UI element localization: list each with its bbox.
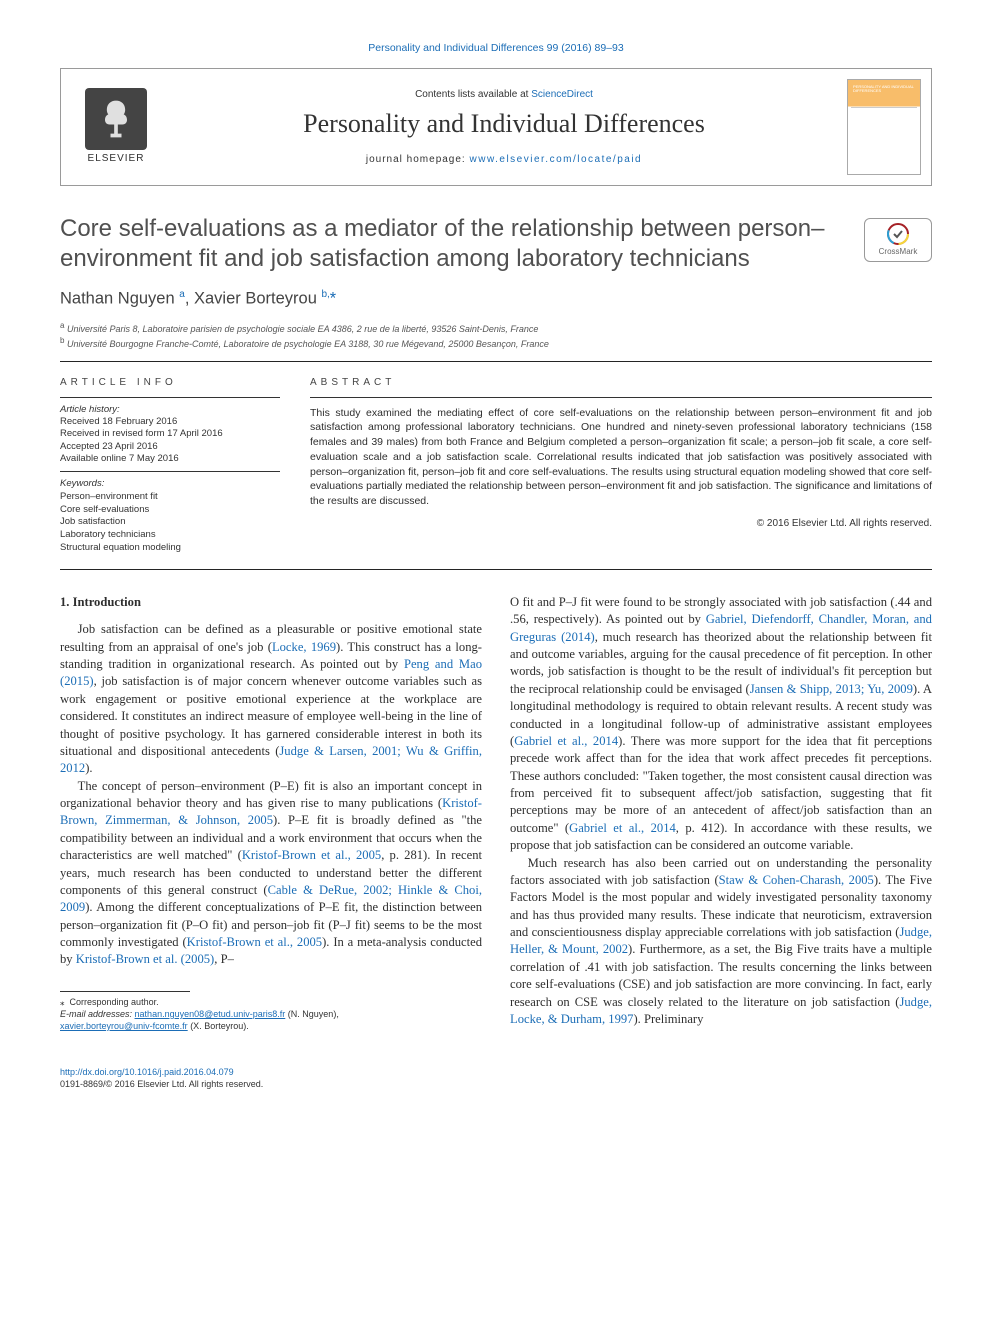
body-paragraph: O fit and P–J fit were found to be stron… (510, 594, 932, 855)
keywords-list: Person–environment fit Core self-evaluat… (60, 491, 280, 555)
history-received: Received 18 February 2016 (60, 416, 280, 428)
crossmark-icon (886, 222, 910, 246)
affiliation-b: b Université Bourgogne Franche-Comté, La… (60, 335, 932, 351)
doi-link[interactable]: http://dx.doi.org/10.1016/j.paid.2016.04… (60, 1067, 234, 1077)
keywords-label: Keywords: (60, 478, 280, 490)
email-owner: (N. Nguyen), (285, 1009, 339, 1019)
body-paragraph: The concept of person–environment (P–E) … (60, 778, 482, 969)
crossmark-badge[interactable]: CrossMark (864, 218, 932, 262)
emails-label: E-mail addresses: (60, 1009, 132, 1019)
body-paragraph: Much research has also been carried out … (510, 855, 932, 1029)
abstract-text: This study examined the mediating effect… (310, 406, 932, 509)
abstract-column: abstract This study examined the mediati… (310, 376, 932, 555)
body-paragraph: Job satisfaction can be defined as a ple… (60, 621, 482, 777)
keyword: Person–environment fit (60, 491, 280, 504)
affiliations: a Université Paris 8, Laboratoire parisi… (60, 320, 932, 351)
body-two-columns: 1. Introduction Job satisfaction can be … (60, 594, 932, 1032)
affiliation-a: a Université Paris 8, Laboratoire parisi… (60, 320, 932, 336)
journal-header-box: ELSEVIER Contents lists available at Sci… (60, 68, 932, 186)
body-col-left: 1. Introduction Job satisfaction can be … (60, 594, 482, 1032)
abstract-copyright: © 2016 Elsevier Ltd. All rights reserved… (310, 517, 932, 530)
keyword: Laboratory technicians (60, 529, 280, 542)
contents-available-line: Contents lists available at ScienceDirec… (161, 88, 847, 101)
abstract-heading: abstract (310, 376, 932, 389)
author-email-link[interactable]: xavier.borteyrou@univ-fcomte.fr (60, 1021, 188, 1031)
bottom-metadata: http://dx.doi.org/10.1016/j.paid.2016.04… (60, 1066, 932, 1090)
footnotes: ⁎ Corresponding author. E-mail addresses… (60, 996, 482, 1032)
publisher-name: ELSEVIER (88, 152, 145, 165)
email-addresses: E-mail addresses: nathan.nguyen08@etud.u… (60, 1008, 482, 1032)
history-online: Available online 7 May 2016 (60, 453, 280, 465)
journal-reference: Personality and Individual Differences 9… (60, 42, 932, 56)
article-info-column: article info Article history: Received 1… (60, 376, 280, 555)
cover-title-text: PERSONALITY AND INDIVIDUAL DIFFERENCES (851, 83, 917, 108)
authors-line: Nathan Nguyen a, Xavier Borteyrou b,* (60, 288, 932, 310)
body-col-right: O fit and P–J fit were found to be stron… (510, 594, 932, 1032)
section-1-title: 1. Introduction (60, 594, 482, 611)
journal-cover-thumbnail: PERSONALITY AND INDIVIDUAL DIFFERENCES (847, 79, 921, 175)
article-info-heading: article info (60, 376, 280, 389)
email-owner: (X. Borteyrou). (188, 1021, 249, 1031)
footnote-separator (60, 991, 190, 992)
history-accepted: Accepted 23 April 2016 (60, 441, 280, 453)
history-revised: Received in revised form 17 April 2016 (60, 428, 280, 440)
contents-prefix: Contents lists available at (415, 89, 531, 100)
journal-title: Personality and Individual Differences (161, 107, 847, 141)
homepage-link[interactable]: www.elsevier.com/locate/paid (470, 154, 643, 165)
keyword: Core self-evaluations (60, 504, 280, 517)
keyword: Job satisfaction (60, 516, 280, 529)
rule-above-info (60, 361, 932, 362)
elsevier-logo: ELSEVIER (71, 88, 161, 165)
corresponding-author-note: ⁎ Corresponding author. (60, 996, 482, 1008)
crossmark-label: CrossMark (879, 247, 918, 257)
article-title-text: Core self-evaluations as a mediator of t… (60, 215, 824, 272)
homepage-prefix: journal homepage: (366, 154, 470, 165)
issn-copyright: 0191-8869/© 2016 Elsevier Ltd. All right… (60, 1079, 263, 1089)
article-title: Core self-evaluations as a mediator of t… (60, 214, 932, 274)
history-label: Article history: (60, 404, 280, 416)
author-email-link[interactable]: nathan.nguyen08@etud.univ-paris8.fr (135, 1009, 286, 1019)
keyword: Structural equation modeling (60, 542, 280, 555)
elsevier-tree-icon (85, 88, 147, 150)
homepage-line: journal homepage: www.elsevier.com/locat… (161, 153, 847, 166)
rule-below-abstract (60, 569, 932, 570)
sciencedirect-link[interactable]: ScienceDirect (531, 89, 593, 100)
